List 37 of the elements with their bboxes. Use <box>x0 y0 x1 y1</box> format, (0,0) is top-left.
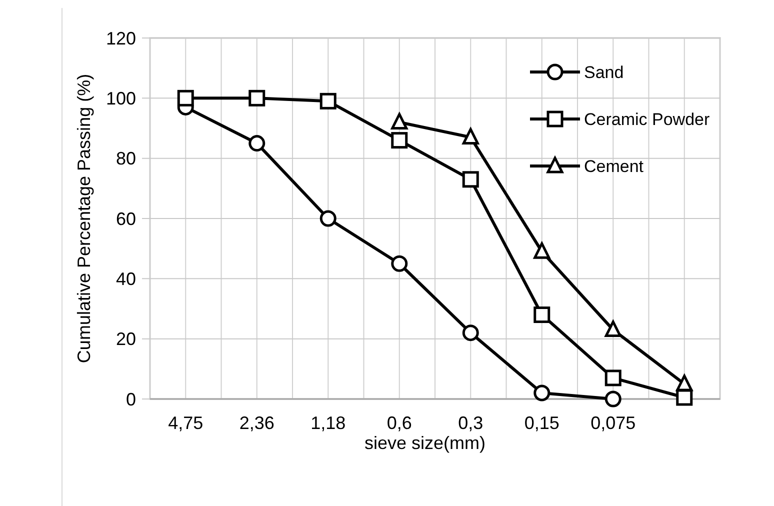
point <box>462 128 479 145</box>
point <box>248 135 266 152</box>
point <box>248 90 266 106</box>
point <box>391 112 408 130</box>
y-tick-label: 0 <box>126 389 136 410</box>
legend-label: Cement <box>584 156 644 176</box>
point <box>462 171 479 188</box>
point <box>534 384 550 402</box>
y-tick-label: 100 <box>106 88 136 108</box>
point <box>534 242 550 259</box>
point <box>320 210 336 227</box>
x-tick-label: 0,15 <box>524 413 560 433</box>
point <box>604 390 622 408</box>
y-axis-title: Cumulative Percentage Passing (%) <box>74 74 94 364</box>
point <box>462 324 479 342</box>
point <box>391 132 408 149</box>
x-tick-label: 0,3 <box>458 413 484 433</box>
x-tick-label: 0,6 <box>386 413 412 433</box>
x-tick-label: 4,75 <box>168 413 204 433</box>
y-tick-label: 40 <box>116 268 136 289</box>
point <box>391 255 408 272</box>
x-tick-label: 1,18 <box>310 413 346 433</box>
point <box>177 90 194 106</box>
y-tick-label: 120 <box>106 28 136 48</box>
y-tick-label: 20 <box>116 329 136 350</box>
y-tick-label: 60 <box>116 208 136 229</box>
point <box>604 320 622 338</box>
x-axis-title: sieve size(mm) <box>364 433 486 453</box>
point <box>676 389 693 406</box>
x-tick-label: 2,36 <box>239 413 274 433</box>
point <box>534 306 550 324</box>
legend-label: Sand <box>584 62 624 82</box>
point <box>604 370 622 386</box>
x-tick-label: 0,075 <box>590 413 636 433</box>
y-tick-label: 80 <box>116 148 136 169</box>
point <box>320 92 336 110</box>
legend-label: Ceramic Powder <box>584 110 710 129</box>
